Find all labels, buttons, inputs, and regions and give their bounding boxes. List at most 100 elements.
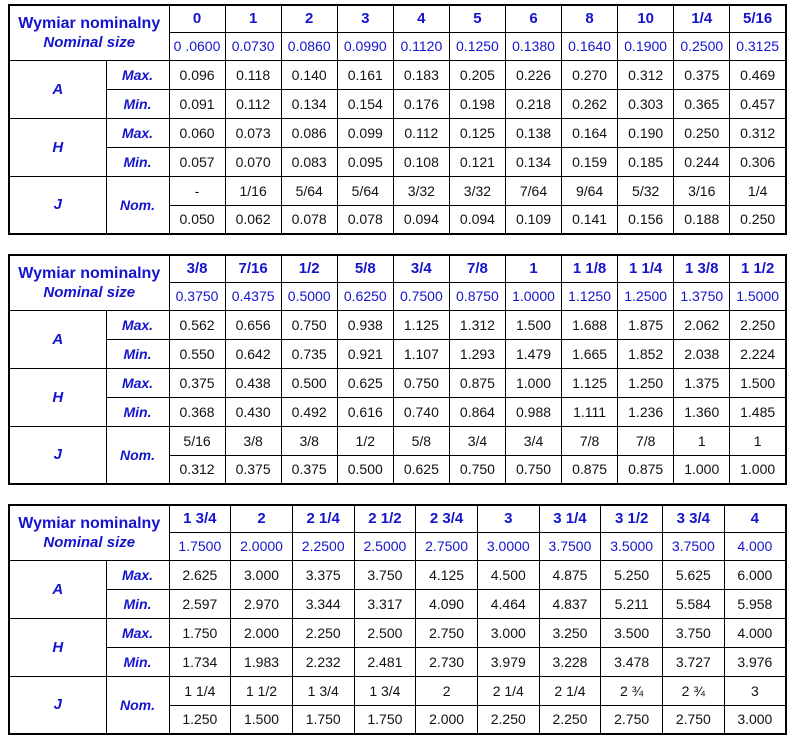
title-polish: Wymiar nominalny [18, 264, 161, 282]
data-value-cell: 0.492 [280, 396, 338, 427]
data-value-cell: 0.500 [280, 367, 338, 398]
data-value-cell: 0.312 [168, 454, 226, 485]
column-header-row: Wymiar nominalny Nominal size 0 1 2 3 4 5 6 8 10 1/… [8, 4, 787, 61]
size-value-cell: 4.000 [723, 531, 787, 561]
data-value-cell: 0.159 [561, 146, 619, 177]
data-value-cell: 3.500 [600, 617, 663, 648]
data-value-cell: 1.500 [504, 309, 563, 340]
data-value-cell: 2.625 [168, 559, 232, 590]
size-value-cell: 0.3125 [729, 31, 787, 61]
column-header-row: Wymiar nominalny Nominal size 3/8 7/16 1/2 5/… [8, 254, 787, 311]
data-value-cell: 3.976 [723, 646, 787, 677]
data-value-cell: 0.112 [392, 117, 450, 148]
size-value-cell: 0.1900 [617, 31, 675, 61]
data-value-cell: 0.050 [168, 204, 226, 235]
column-header-cell: 1 1/8 [561, 254, 619, 283]
data-row-A: A Max. 0.562 0.656 0.750 0.938 1.125 1.312 1.500… [8, 309, 787, 369]
column-header-cell: 8 [561, 4, 619, 33]
data-value-cell: 0.875 [617, 454, 675, 485]
data-value-cell: 1.750 [353, 704, 417, 735]
size-value-cell: 0.7500 [392, 281, 450, 311]
dimension-table-1: Wymiar nominalny Nominal size 0 1 2 3 4 5 6 8 10 1/… [8, 4, 787, 235]
column-header-cell: 5 [448, 4, 506, 33]
size-value-cell: 1.0000 [504, 281, 563, 311]
data-row-H: Min. 1.734 1.983 2.232 2.481 2.730 3.979 3.228 3… [9, 646, 787, 677]
data-value-cell: 1.852 [617, 338, 675, 369]
column-header-cell: 2 [230, 504, 293, 533]
size-value-cell: 3.7500 [538, 531, 602, 561]
data-value-cell: 1/4 [729, 175, 787, 206]
data-value-cell: 0.375 [673, 59, 731, 90]
data-value-cell: 3/32 [392, 175, 450, 206]
data-value-cell: 6.000 [723, 559, 787, 590]
data-value-cell: 5/16 [168, 425, 226, 456]
data-value-cell: 2 ¾ [662, 675, 725, 706]
data-value-cell: 1.312 [448, 309, 506, 340]
data-value-cell: 5/32 [617, 175, 675, 206]
data-value-cell: 0.988 [504, 396, 563, 427]
data-row-J: 0.312 0.375 0.375 0.500 0.625 0.750 0.750 0.875… [9, 454, 787, 485]
size-value-row: 1.7500 2.0000 2.2500 2.5000 2.7500 3.0000 3.75… [9, 531, 787, 561]
data-value-cell: 3.000 [723, 704, 787, 735]
column-header-cell: 5/8 [336, 254, 394, 283]
row-sublabel-cell: Min. [105, 88, 170, 119]
data-value-cell: 3.478 [600, 646, 663, 677]
data-value-cell: 0.625 [392, 454, 450, 485]
size-value-cell: 2.0000 [230, 531, 293, 561]
size-value-cell: 0.0860 [280, 31, 338, 61]
title-english: Nominal size [43, 283, 136, 301]
data-value-cell: 0.096 [168, 59, 226, 90]
size-value-row: 0.3750 0.4375 0.5000 0.6250 0.7500 0.8750 1.00… [9, 281, 787, 311]
data-value-cell: 0.244 [673, 146, 731, 177]
data-value-cell: 0.656 [224, 309, 282, 340]
column-header-cell: 10 [617, 4, 675, 33]
data-value-cell: 4.837 [538, 588, 602, 619]
size-value-cell: 1.1250 [561, 281, 619, 311]
data-value-cell: 0.094 [448, 204, 506, 235]
data-value-cell: - [168, 175, 226, 206]
size-value-cell: 0.1380 [504, 31, 563, 61]
row-sublabel-cell: Nom. [105, 175, 170, 235]
data-value-cell: 0.134 [504, 146, 563, 177]
data-row-A: Min. 0.550 0.642 0.735 0.921 1.107 1.293 1.479 1… [9, 338, 787, 369]
data-value-cell: 0.740 [392, 396, 450, 427]
nominal-size-title-cell: Wymiar nominalny Nominal size [8, 254, 170, 311]
data-value-cell: 0.375 [224, 454, 282, 485]
row-letter-cell: A [8, 59, 107, 119]
size-value-row: 0 .0600 0.0730 0.0860 0.0990 0.1120 0.1250 0.1… [9, 31, 787, 61]
data-value-cell: 0.190 [617, 117, 675, 148]
data-value-cell: 1.236 [617, 396, 675, 427]
data-value-cell: 0.875 [561, 454, 619, 485]
data-value-cell: 0.094 [392, 204, 450, 235]
data-value-cell: 1.983 [230, 646, 293, 677]
data-value-cell: 0.457 [729, 88, 787, 119]
data-value-cell: 2.062 [673, 309, 731, 340]
row-sublabel-cell: Max. [105, 617, 170, 648]
title-english: Nominal size [43, 533, 136, 551]
data-row-J: J Nom. 5/16 3/8 3/8 1/2 5/8 3/4 3/4 7/8 7/8 1 1 [8, 425, 787, 485]
data-row-A: A Max. 2.625 3.000 3.375 3.750 4.125 4.500 4.875… [8, 559, 787, 619]
column-header-cell: 3 [476, 504, 540, 533]
data-value-cell: 4.464 [476, 588, 540, 619]
dimension-table-3: Wymiar nominalny Nominal size 1 3/4 2 2 1/4 2… [8, 504, 787, 735]
data-value-cell: 2 ¾ [600, 675, 663, 706]
data-row-A: Min. 2.597 2.970 3.344 3.317 4.090 4.464 4.837 5… [9, 588, 787, 619]
data-value-cell: 3.000 [230, 559, 293, 590]
data-value-cell: 0.078 [336, 204, 394, 235]
data-value-cell: 0.430 [224, 396, 282, 427]
data-row-J: 1.250 1.500 1.750 1.750 2.000 2.250 2.250 2.750… [9, 704, 787, 735]
row-sublabel-cell: Min. [105, 588, 170, 619]
column-header-cell: 3 1/2 [600, 504, 663, 533]
data-row-H: H Max. 0.060 0.073 0.086 0.099 0.112 0.125 0.138… [8, 117, 787, 177]
column-header-cell: 4 [392, 4, 450, 33]
data-value-cell: 3.228 [538, 646, 602, 677]
data-value-cell: 3.727 [662, 646, 725, 677]
column-header-cell: 1/2 [280, 254, 338, 283]
size-value-cell: 0.0990 [336, 31, 394, 61]
data-value-cell: 0.375 [280, 454, 338, 485]
data-value-cell: 2.481 [353, 646, 417, 677]
data-value-cell: 2.000 [415, 704, 478, 735]
data-value-cell: 0.083 [280, 146, 338, 177]
data-value-cell: 2.038 [673, 338, 731, 369]
